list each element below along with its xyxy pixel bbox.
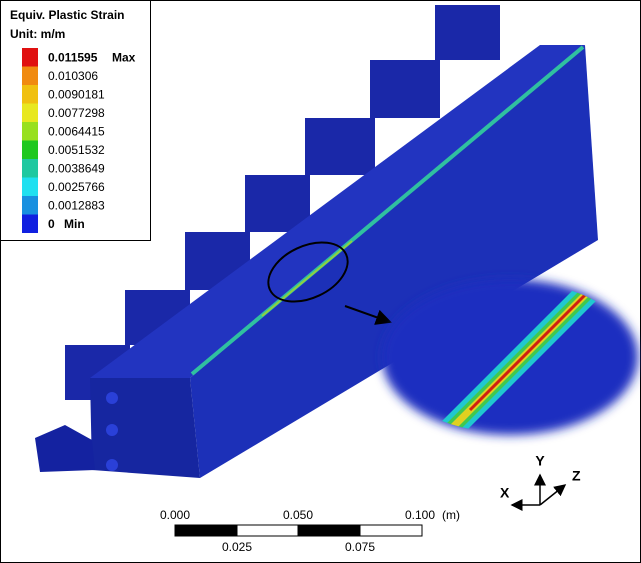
- legend-unit: Unit: m/m: [10, 27, 65, 41]
- legend-swatch: [22, 196, 38, 215]
- scale-bar: [174, 524, 423, 537]
- legend-title: Equiv. Plastic Strain: [10, 8, 124, 22]
- axis-z: Z: [572, 468, 581, 484]
- scale-unit: (m): [442, 508, 460, 522]
- legend-swatch: [22, 177, 38, 196]
- legend-value: 0.010306: [48, 69, 98, 83]
- legend-value: 0.0038649: [48, 161, 105, 175]
- legend-swatch: [22, 85, 38, 104]
- legend-value: 0.011595: [48, 50, 98, 64]
- legend-value: 0.0025766: [48, 180, 105, 194]
- scale-label: 0.100: [405, 508, 435, 522]
- legend-value: 0: [48, 217, 55, 231]
- scale-label: 0.000: [160, 508, 190, 522]
- legend-value: 0.0012883: [48, 198, 105, 212]
- legend-min: Min: [64, 217, 85, 231]
- triad: [510, 473, 567, 511]
- legend-value: 0.0077298: [48, 106, 105, 120]
- legend-swatch: [22, 140, 38, 159]
- legend-value: 0.0051532: [48, 143, 105, 157]
- scale-label: 0.050: [283, 508, 313, 522]
- scale-label: 0.075: [345, 540, 375, 554]
- legend: Equiv. Plastic Strain Unit: m/m 0.011595…: [0, 0, 151, 241]
- zoom-inset: [382, 279, 638, 435]
- legend-swatch: [22, 48, 38, 67]
- legend-max: Max: [112, 50, 136, 64]
- scale-label: 0.025: [222, 540, 252, 554]
- legend-swatch: [22, 66, 38, 85]
- axis-x: X: [500, 485, 510, 501]
- legend-swatch: [22, 159, 38, 178]
- legend-swatch: [22, 122, 38, 141]
- legend-value: 0.0064415: [48, 124, 105, 138]
- model: [35, 5, 598, 478]
- axis-y: Y: [535, 453, 545, 469]
- legend-swatch: [22, 103, 38, 122]
- legend-value: 0.0090181: [48, 87, 105, 101]
- legend-swatch: [22, 214, 38, 233]
